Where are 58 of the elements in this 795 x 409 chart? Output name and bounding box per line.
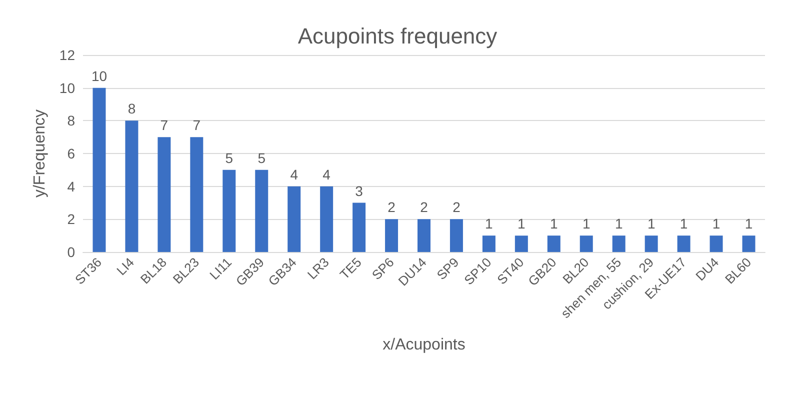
data-label: 5 [258, 150, 266, 166]
y-tick-label: 6 [67, 146, 76, 162]
bar [742, 236, 756, 252]
bar [612, 236, 626, 252]
data-label: 1 [647, 216, 656, 232]
data-label: 1 [518, 216, 526, 232]
x-tick-label: TE5 [336, 254, 364, 282]
data-label: 2 [388, 199, 396, 216]
data-label: 1 [614, 216, 623, 232]
bar [580, 236, 593, 252]
data-label: 10 [91, 68, 108, 84]
data-label: 2 [420, 199, 428, 216]
data-label: 2 [452, 199, 461, 216]
y-tick-label: 10 [59, 80, 76, 96]
bar [125, 120, 138, 252]
bar [418, 219, 430, 252]
x-tick-label: SP6 [368, 254, 397, 283]
x-tick-label: LR3 [304, 254, 332, 282]
y-tick-label: 2 [67, 211, 76, 228]
x-axis-title: x/Acupoints [382, 336, 466, 354]
x-tick-label: LI11 [206, 254, 234, 282]
bar [710, 236, 723, 252]
y-axis-title: y/Frequency [32, 109, 48, 198]
data-label: 4 [322, 166, 331, 182]
y-tick-label: 8 [67, 112, 76, 129]
data-label: 1 [744, 216, 753, 232]
bar [158, 137, 171, 252]
bar [450, 219, 463, 252]
bar [677, 236, 690, 252]
data-label: 8 [128, 100, 136, 117]
data-label: 7 [192, 117, 201, 134]
data-label: 1 [712, 216, 720, 232]
bar [92, 88, 106, 252]
chart-title: Acupoints frequency [298, 24, 498, 48]
data-label: 1 [582, 216, 590, 232]
bar [190, 137, 204, 252]
bar [288, 186, 301, 252]
y-tick-label: 4 [67, 178, 76, 194]
bar [385, 219, 398, 252]
bar [352, 202, 366, 252]
data-label: 7 [160, 117, 168, 134]
bar [547, 236, 560, 252]
y-tick-label: 12 [59, 47, 76, 63]
x-tick-label: LI4 [114, 254, 138, 278]
data-label: 1 [485, 216, 494, 232]
bar [255, 170, 268, 252]
bar [644, 236, 658, 252]
data-label: 1 [680, 216, 688, 232]
x-tick-label: SP9 [434, 254, 462, 283]
data-label: 3 [355, 182, 364, 199]
data-label: 1 [550, 216, 558, 232]
data-label: 5 [225, 150, 234, 166]
bar [222, 170, 236, 252]
data-label: 4 [290, 166, 298, 182]
bar [320, 186, 334, 252]
y-tick-label: 0 [67, 244, 76, 260]
bar [514, 236, 528, 252]
bar [482, 236, 496, 252]
